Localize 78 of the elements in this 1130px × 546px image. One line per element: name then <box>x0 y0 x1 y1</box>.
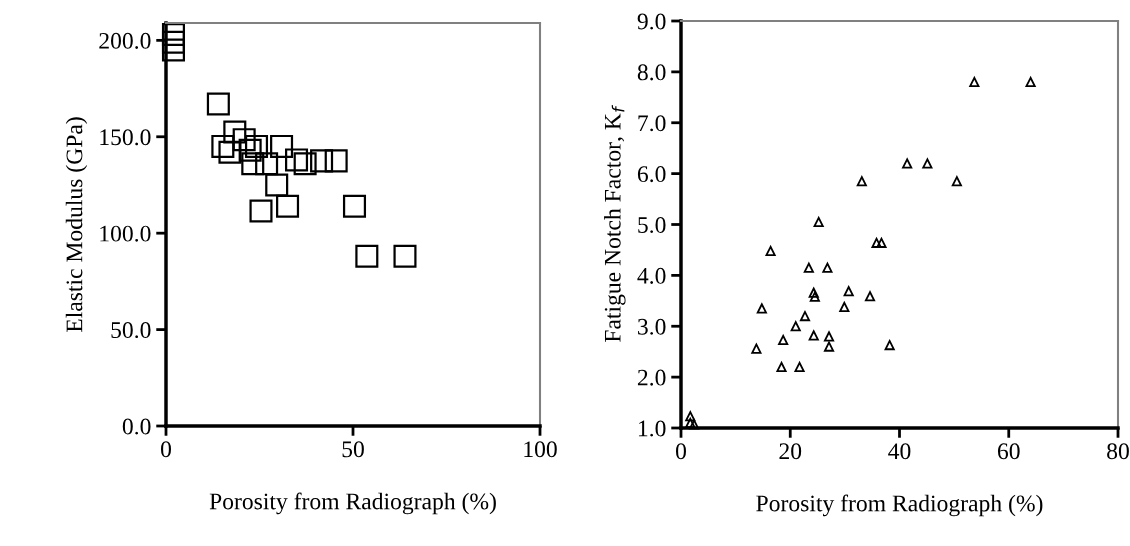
point <box>265 173 289 197</box>
point <box>342 194 367 218</box>
point <box>211 134 235 158</box>
point <box>778 334 789 346</box>
x-axis-title: Porosity from Radiograph (%) <box>209 492 496 515</box>
point <box>808 330 819 341</box>
point <box>822 262 833 273</box>
point <box>685 417 696 428</box>
point <box>161 23 186 47</box>
point <box>922 158 933 169</box>
point <box>310 149 334 173</box>
x-tick-label: 40 <box>888 443 911 460</box>
point <box>839 301 850 312</box>
point <box>751 343 762 354</box>
y-tick-label: 1.0 <box>638 420 666 437</box>
point <box>206 92 230 116</box>
point <box>232 128 256 152</box>
point <box>809 291 820 302</box>
y-tick-label: 200.0 <box>99 32 151 49</box>
point <box>1025 76 1036 88</box>
y-tick-label: 100.0 <box>100 225 151 242</box>
point <box>241 152 265 176</box>
x-tick-label: 100 <box>524 441 557 458</box>
point <box>808 287 819 298</box>
point <box>843 286 854 297</box>
point <box>249 199 273 223</box>
point <box>765 245 776 257</box>
point <box>951 176 962 187</box>
point <box>285 148 309 172</box>
y-tick-label: 150.0 <box>100 129 151 146</box>
x-tick-label: 80 <box>1107 443 1129 460</box>
x-tick-label: 20 <box>779 443 802 460</box>
y-axis-title: Elastic Modulus (GPa) <box>65 117 88 333</box>
point <box>823 341 835 352</box>
point <box>218 140 242 164</box>
point <box>685 411 696 422</box>
y-tick-label: 5.0 <box>638 216 666 234</box>
point <box>813 216 824 228</box>
point <box>244 134 269 158</box>
y-tick-label: 8.0 <box>637 64 666 81</box>
point <box>884 340 895 351</box>
point <box>799 311 811 322</box>
point <box>776 361 787 373</box>
point <box>270 134 294 158</box>
point <box>790 321 801 332</box>
point <box>969 76 980 88</box>
point <box>255 152 279 176</box>
point <box>823 331 835 342</box>
point <box>293 152 317 176</box>
point <box>871 237 882 248</box>
y-tick-label: 9.0 <box>637 13 666 30</box>
x-tick-label: 0 <box>676 443 686 460</box>
point <box>864 291 876 302</box>
point <box>355 244 379 268</box>
point <box>803 262 814 273</box>
x-tick-label: 0 <box>161 441 171 458</box>
point <box>902 158 913 169</box>
point <box>276 194 300 218</box>
x-axis-title: Porosity from Radiograph (%) <box>756 494 1043 517</box>
x-tick-label: 50 <box>342 441 364 458</box>
point <box>856 176 867 187</box>
y-tick-label: 0.0 <box>122 418 151 435</box>
x-tick-label: 60 <box>997 443 1020 460</box>
point <box>393 244 417 268</box>
y-tick-label: 50.0 <box>111 322 151 339</box>
point <box>223 120 247 144</box>
point <box>324 149 348 173</box>
point <box>756 303 767 314</box>
y-tick-label: 7.0 <box>638 115 666 132</box>
y-tick-label: 6.0 <box>637 166 666 183</box>
point <box>238 138 262 162</box>
y-axis-title: Fatigue Notch Factor, K$_{f}$ <box>604 105 626 342</box>
y-tick-label: 3.0 <box>638 318 666 335</box>
point <box>161 38 186 62</box>
point <box>876 237 887 248</box>
point <box>794 361 805 373</box>
y-tick-label: 4.0 <box>637 267 666 284</box>
y-tick-label: 2.0 <box>637 369 666 386</box>
